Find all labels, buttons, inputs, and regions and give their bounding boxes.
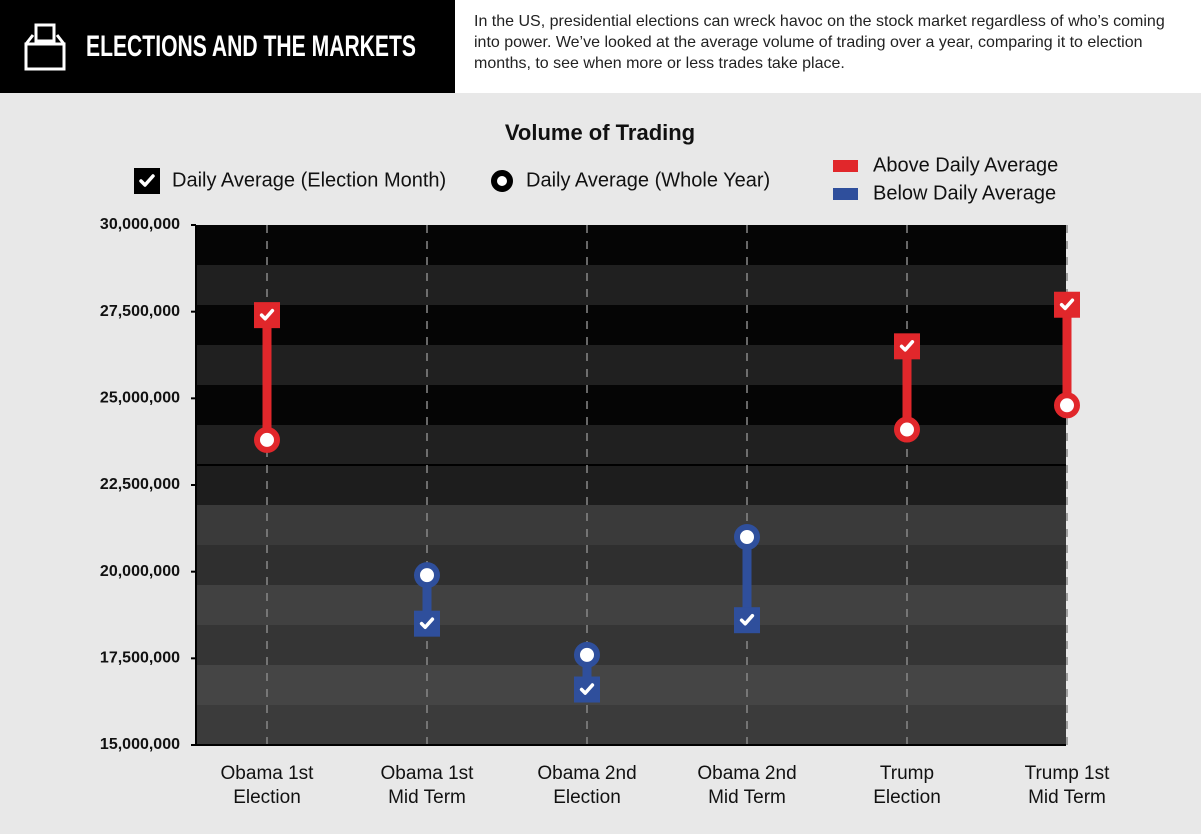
y-tick-label: 20,000,000 <box>100 563 180 580</box>
legend-label: Below Daily Average <box>873 182 1056 204</box>
x-tick-label: Trump Election <box>873 763 941 808</box>
x-tick-label: Trump 1st Mid Term <box>1024 763 1110 808</box>
y-tick-label: 25,000,000 <box>100 390 180 407</box>
year-average <box>414 562 440 589</box>
legend-swatch <box>833 160 858 172</box>
header-title: ELECTIONS AND THE MARKETS <box>86 30 416 63</box>
check-icon <box>419 617 435 630</box>
header-title-bg <box>0 0 455 93</box>
legend: Daily Average (Election Month) Daily Aver… <box>134 154 1058 204</box>
band <box>196 225 1066 265</box>
band <box>196 465 1066 505</box>
x-tick-label: Obama 2nd Mid Term <box>697 763 797 808</box>
check-icon <box>899 340 915 352</box>
header-description: In the US, presidential elections can wr… <box>474 13 1165 72</box>
check-icon <box>739 613 755 626</box>
band <box>196 345 1066 385</box>
year-average <box>894 416 920 443</box>
year-average <box>574 641 600 668</box>
y-tick-label: 17,500,000 <box>100 650 180 667</box>
y-tick-label: 15,000,000 <box>100 736 180 753</box>
y-tick-label: 22,500,000 <box>100 476 180 493</box>
y-tick-label: 30,000,000 <box>100 216 180 233</box>
chart-title: Volume of Trading <box>505 120 695 145</box>
check-icon <box>1059 298 1075 311</box>
band <box>196 665 1066 705</box>
check-icon <box>139 174 155 187</box>
x-tick-label: Obama 1st Mid Term <box>380 763 474 808</box>
y-tick-label: 27,500,000 <box>100 303 180 320</box>
legend-label: Daily Average (Election Month) <box>172 169 446 191</box>
band <box>196 505 1066 545</box>
legend-swatch <box>833 188 858 200</box>
check-icon <box>259 308 275 321</box>
band <box>196 585 1066 625</box>
band <box>196 705 1066 745</box>
band <box>196 265 1066 305</box>
plot-background: 15,000,000 17,500,000 20,000,000 22,500,000… <box>100 216 1068 753</box>
x-tick-label: Obama 2nd Election <box>537 763 637 808</box>
year-average <box>1054 392 1080 419</box>
legend-label: Daily Average (Whole Year) <box>526 169 770 191</box>
band <box>196 425 1066 465</box>
check-icon <box>579 683 595 695</box>
ballot-icon <box>24 23 66 71</box>
year-average <box>254 426 280 453</box>
legend-circle <box>491 170 513 192</box>
year-average <box>734 524 760 550</box>
header-bg <box>455 0 1201 93</box>
band <box>196 385 1066 425</box>
band <box>196 625 1066 665</box>
band <box>196 545 1066 585</box>
x-tick-label: Obama 1st Election <box>220 763 314 808</box>
plot <box>254 291 1080 703</box>
legend-label: Above Daily Average <box>873 154 1058 176</box>
band <box>196 305 1066 345</box>
